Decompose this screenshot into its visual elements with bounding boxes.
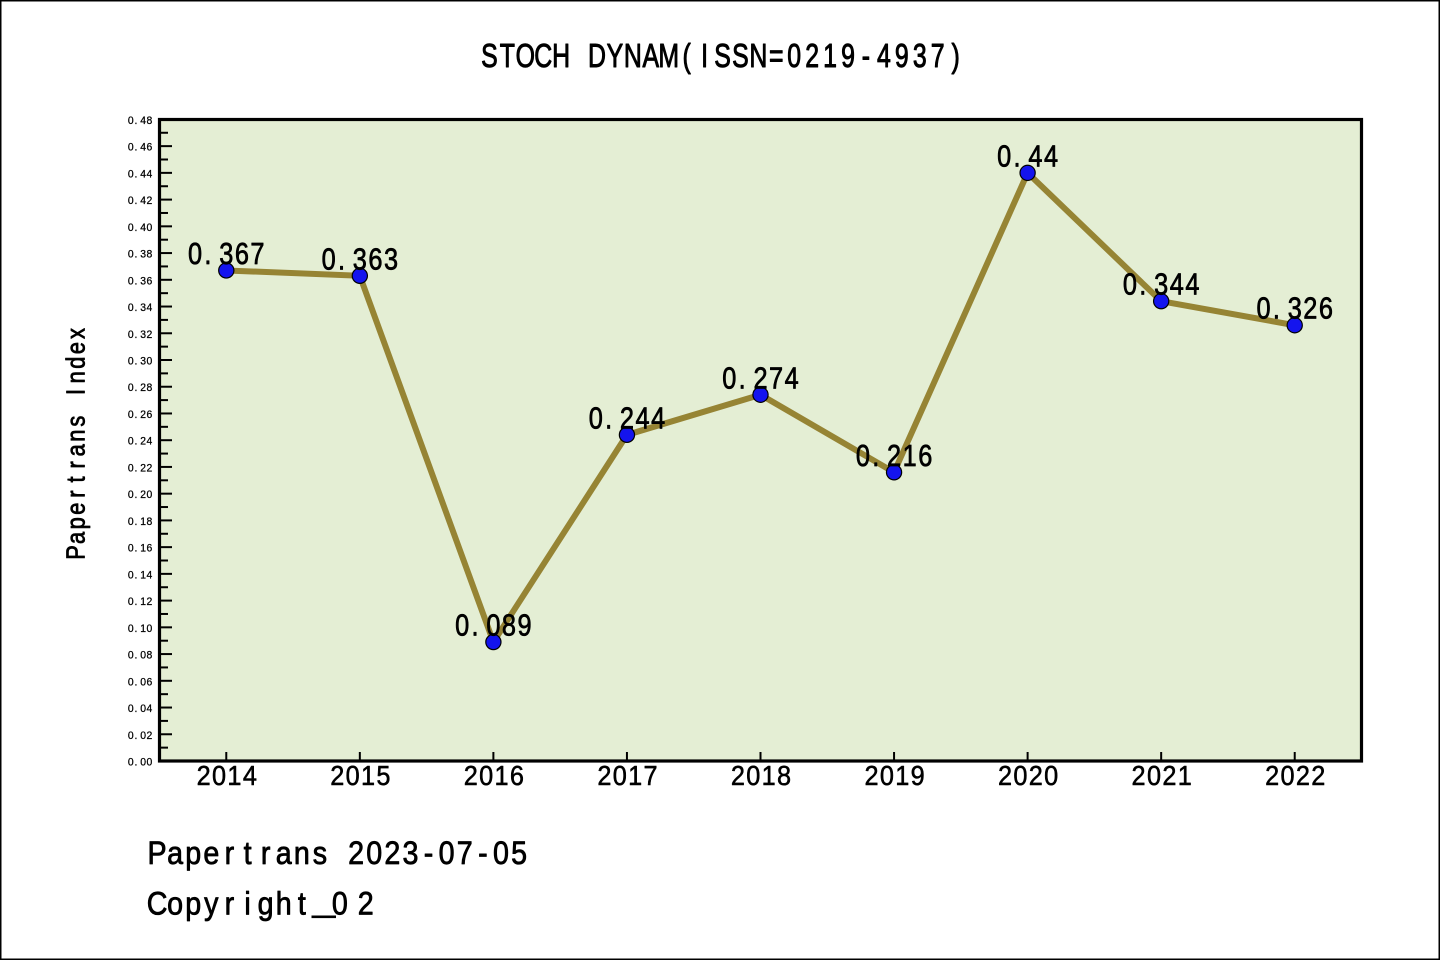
svg-text:2019: 2019 bbox=[864, 760, 924, 791]
svg-text:0.34: 0.34 bbox=[128, 303, 153, 314]
svg-text:0.363: 0.363 bbox=[322, 241, 398, 276]
svg-text:2020: 2020 bbox=[998, 760, 1058, 791]
svg-text:0.08: 0.08 bbox=[128, 650, 153, 661]
svg-text:0.28: 0.28 bbox=[128, 383, 153, 394]
svg-text:0.22: 0.22 bbox=[128, 463, 153, 474]
svg-text:0.326: 0.326 bbox=[1256, 290, 1332, 325]
svg-text:0.089: 0.089 bbox=[455, 607, 531, 642]
svg-text:0.44: 0.44 bbox=[997, 138, 1058, 173]
svg-text:0.02: 0.02 bbox=[128, 731, 153, 742]
svg-text:0.14: 0.14 bbox=[128, 570, 153, 581]
svg-text:0.44: 0.44 bbox=[128, 169, 153, 180]
svg-text:0.20: 0.20 bbox=[128, 490, 153, 501]
svg-text:0.46: 0.46 bbox=[128, 143, 153, 154]
svg-text:0.00: 0.00 bbox=[128, 757, 153, 768]
svg-text:0.12: 0.12 bbox=[128, 597, 153, 608]
svg-text:0.42: 0.42 bbox=[128, 196, 153, 207]
svg-text:0.24: 0.24 bbox=[128, 437, 153, 448]
svg-text:0.30: 0.30 bbox=[128, 356, 153, 367]
svg-text:Copyright: Copyright bbox=[147, 886, 307, 922]
svg-text:2022: 2022 bbox=[1265, 760, 1325, 791]
svg-text:Papertrans 2023-07-05: Papertrans 2023-07-05 bbox=[147, 835, 527, 871]
svg-text:0.36: 0.36 bbox=[128, 276, 153, 287]
svg-text:0.244: 0.244 bbox=[589, 400, 665, 435]
svg-text:0.48: 0.48 bbox=[128, 116, 153, 127]
svg-text:0.367: 0.367 bbox=[188, 236, 264, 271]
svg-text:0.274: 0.274 bbox=[722, 360, 798, 395]
svg-text:0.10: 0.10 bbox=[128, 624, 153, 635]
svg-text:2018: 2018 bbox=[731, 760, 791, 791]
svg-text:0.32: 0.32 bbox=[128, 330, 153, 341]
svg-text:0.344: 0.344 bbox=[1123, 266, 1199, 301]
svg-text:STOCH DYNAM(ISSN=0219-4937): STOCH DYNAM(ISSN=0219-4937) bbox=[481, 37, 960, 75]
svg-text:0.26: 0.26 bbox=[128, 410, 153, 421]
svg-text:2017: 2017 bbox=[597, 760, 657, 791]
svg-text:0.40: 0.40 bbox=[128, 223, 153, 234]
svg-text:2016: 2016 bbox=[464, 760, 524, 791]
svg-text:2021: 2021 bbox=[1132, 760, 1192, 791]
svg-text:0.38: 0.38 bbox=[128, 249, 153, 260]
svg-text:0.18: 0.18 bbox=[128, 517, 153, 528]
svg-text:0.04: 0.04 bbox=[128, 704, 153, 715]
svg-text:0.216: 0.216 bbox=[856, 437, 932, 472]
svg-text:2014: 2014 bbox=[197, 760, 257, 791]
svg-text:0.16: 0.16 bbox=[128, 544, 153, 555]
svg-text:0.06: 0.06 bbox=[128, 677, 153, 688]
svg-text:2015: 2015 bbox=[330, 760, 390, 791]
